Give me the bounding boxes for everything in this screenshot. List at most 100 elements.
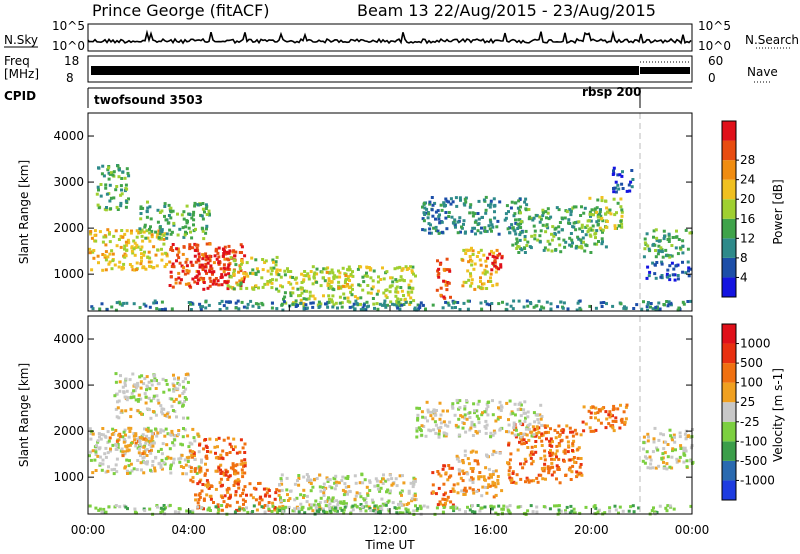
- power-cell: [120, 303, 124, 307]
- power-cell: [469, 274, 473, 278]
- power-cell: [651, 243, 655, 247]
- power-cell: [140, 256, 143, 259]
- power-cell: [315, 280, 319, 284]
- velocity-cell: [98, 455, 102, 459]
- power-cell: [688, 231, 692, 235]
- power-cell: [416, 303, 420, 307]
- velocity-cell: [566, 450, 570, 454]
- velocity-cell: [398, 491, 402, 495]
- velocity-cell: [172, 384, 176, 388]
- power-cell: [282, 300, 286, 304]
- power-cell: [107, 232, 111, 236]
- velocity-cell: [177, 457, 181, 461]
- power-cell: [613, 213, 617, 217]
- power-cell: [367, 304, 370, 308]
- velocity-cell: [193, 454, 196, 457]
- velocity-cell: [374, 477, 378, 481]
- power-cell: [523, 200, 527, 204]
- velocity-cell: [323, 488, 326, 492]
- power-cell: [313, 297, 317, 301]
- velocity-cell: [543, 424, 547, 428]
- power-cell: [324, 267, 328, 271]
- power-cell: [212, 261, 216, 265]
- velocity-cell: [183, 428, 187, 432]
- velocity-cell: [273, 497, 277, 501]
- velocity-cell: [596, 411, 600, 415]
- power-cell: [251, 304, 255, 308]
- velocity-cell: [531, 452, 535, 456]
- velocity-cell: [223, 494, 227, 498]
- power-cell: [643, 247, 647, 251]
- power-cell: [655, 238, 659, 242]
- velocity-cell: [665, 462, 669, 466]
- power-cell: [660, 262, 664, 266]
- power-cell: [107, 177, 111, 181]
- power-cell: [619, 302, 623, 306]
- velocity-cell: [241, 446, 245, 450]
- velocity-cell: [463, 449, 467, 453]
- velocity-cell: [675, 457, 679, 461]
- power-cell: [147, 250, 151, 254]
- velocity-cell: [108, 449, 112, 453]
- power-cell: [300, 291, 304, 295]
- velocity-cell: [603, 511, 607, 515]
- velocity-cell: [183, 458, 187, 462]
- power-cell: [479, 248, 483, 252]
- power-cell: [656, 252, 660, 256]
- power-cell: [326, 283, 330, 287]
- velocity-cell: [470, 510, 474, 514]
- velocity-cell: [419, 507, 423, 511]
- velocity-cell: [530, 430, 534, 434]
- power-cell: [341, 266, 345, 270]
- velocity-cell: [162, 390, 166, 394]
- power-cell: [163, 265, 167, 269]
- power-cell: [562, 301, 566, 305]
- velocity-cell: [642, 447, 645, 451]
- velocity-cell: [492, 495, 496, 499]
- velocity-cell: [685, 465, 689, 469]
- power-cell: [179, 278, 183, 282]
- power-cell: [590, 208, 594, 212]
- power-cell: [214, 282, 218, 286]
- velocity-cell: [508, 466, 512, 470]
- velocity-cell: [527, 480, 531, 484]
- velocity-cell: [536, 480, 540, 484]
- velocity-cell: [145, 454, 149, 457]
- power-cell: [189, 302, 192, 306]
- velocity-cell: [128, 471, 132, 475]
- velocity-cell: [173, 510, 177, 514]
- velocity-cell: [390, 483, 394, 487]
- power-cell: [136, 245, 140, 249]
- velocity-cell: [181, 443, 184, 447]
- velocity-cell: [594, 428, 598, 432]
- velocity-cell: [415, 406, 419, 410]
- velocity-cell: [148, 387, 152, 391]
- velocity-cell: [133, 383, 137, 387]
- velocity-cell: [538, 436, 541, 440]
- power-cell: [274, 263, 278, 267]
- velocity-cell: [311, 509, 315, 513]
- velocity-cell: [483, 425, 487, 429]
- velocity-cell: [141, 433, 145, 437]
- power-cell: [514, 232, 518, 236]
- velocity-cell: [555, 444, 559, 448]
- power-cell: [193, 204, 197, 208]
- power-cell: [495, 225, 499, 229]
- velocity-cell: [177, 376, 180, 380]
- velocity-cell: [134, 444, 138, 448]
- power-cell: [511, 243, 515, 247]
- power-cell: [289, 282, 293, 286]
- velocity-cell: [137, 451, 141, 455]
- velocity-cell: [117, 399, 121, 403]
- velocity-cell: [360, 472, 364, 476]
- power-cell: [208, 276, 212, 280]
- velocity-cell: [485, 423, 489, 427]
- power-cell: [352, 302, 356, 306]
- velocity-cell: [348, 490, 352, 494]
- power-cell: [539, 229, 543, 233]
- velocity-cell: [233, 469, 236, 473]
- velocity-cell: [139, 461, 143, 465]
- power-cell: [601, 228, 605, 232]
- power-cell: [647, 247, 651, 251]
- power-cell: [489, 280, 493, 283]
